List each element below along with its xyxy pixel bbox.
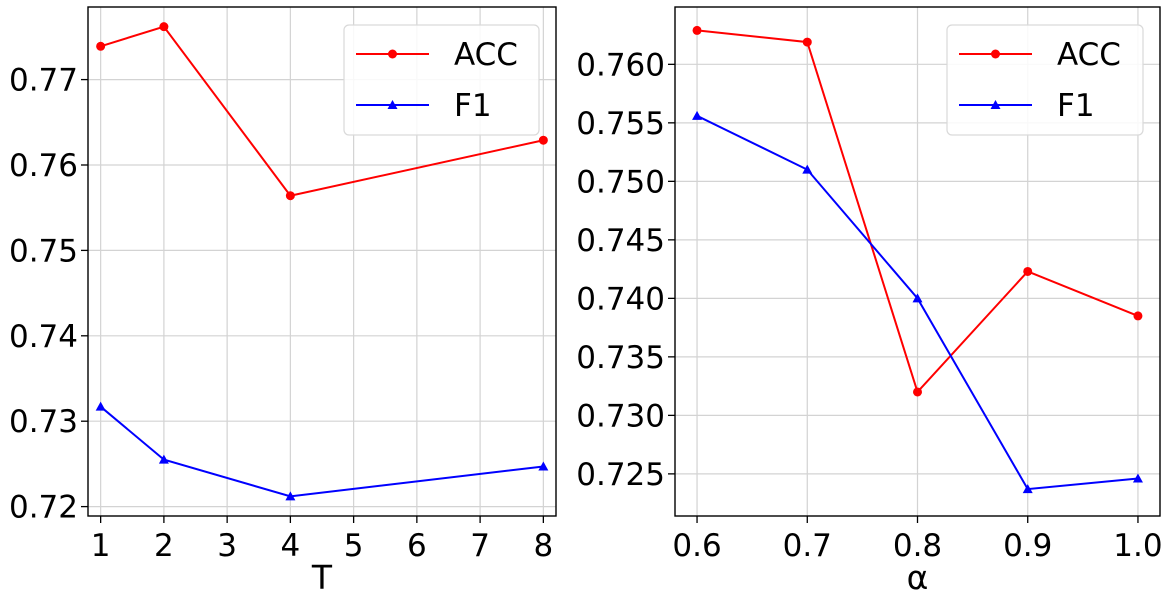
x-tick-label: 0.7 — [783, 528, 832, 564]
y-tick-label: 0.76 — [9, 148, 78, 184]
y-tick-label: 0.755 — [576, 106, 665, 142]
x-tick-label: 6 — [407, 528, 427, 564]
legend-label-f1: F1 — [1057, 88, 1095, 124]
y-tick-label: 0.730 — [576, 398, 665, 434]
legend-marker-f1 — [990, 100, 1001, 109]
x-axis-title: α — [907, 558, 929, 597]
data-point-acc — [96, 41, 106, 51]
y-tick-label: 0.745 — [576, 223, 665, 259]
data-point-acc — [913, 387, 922, 397]
y-tick-label: 0.725 — [576, 457, 665, 493]
y-tick-label: 0.77 — [9, 63, 78, 99]
x-tick-label: 0.6 — [672, 528, 721, 564]
data-point-f1 — [692, 110, 703, 120]
plot-frame — [674, 6, 1161, 517]
chart-panel-1: 0.72 0.73 0.74 0.75 0.76 0.77 1 2 3 4 5 6 7 8 T ACC F1 — [9, 6, 557, 597]
y-tick-label: 0.72 — [9, 490, 78, 526]
x-tick-label: 0.9 — [1003, 528, 1052, 564]
y-tick-label: 0.73 — [9, 404, 78, 440]
y-tick-label: 0.74 — [9, 319, 78, 355]
legend-label-acc: ACC — [454, 37, 518, 73]
data-point-f1 — [912, 293, 923, 303]
data-point-acc — [159, 22, 169, 32]
x-tick-label: 8 — [533, 528, 553, 564]
data-point-acc — [538, 135, 548, 145]
legend-marker-acc — [991, 49, 1000, 59]
data-point-f1 — [285, 491, 296, 501]
series-line-f1 — [100, 405, 544, 498]
x-tick-label: 0.8 — [893, 528, 942, 564]
y-tick-label: 0.740 — [576, 281, 665, 317]
x-axis-title: T — [311, 558, 333, 597]
x-tick-label: 4 — [281, 528, 301, 564]
data-point-f1 — [95, 401, 106, 411]
chart-panel-2: 0.725 0.730 0.735 0.740 0.745 0.750 0.755 0.760… — [576, 6, 1163, 597]
data-point-acc — [802, 37, 812, 47]
series-line-acc — [100, 25, 544, 197]
x-tick-label: 3 — [217, 528, 237, 564]
data-point-acc — [1023, 266, 1033, 276]
x-tick-label: 1 — [91, 528, 111, 564]
y-tick-label: 0.760 — [576, 47, 665, 83]
data-point-f1 — [1022, 484, 1033, 494]
data-point-f1 — [1132, 473, 1143, 483]
legend-label-f1: F1 — [454, 88, 492, 124]
legend-label-acc: ACC — [1057, 37, 1121, 73]
x-tick-label: 7 — [470, 528, 490, 564]
y-tick-label: 0.750 — [576, 164, 665, 200]
data-point-f1 — [802, 164, 813, 174]
y-tick-label: 0.735 — [576, 340, 665, 376]
x-tick-label: 5 — [344, 528, 364, 564]
plot-frame — [87, 6, 557, 517]
data-point-f1 — [158, 454, 169, 464]
legend-marker-acc — [388, 49, 397, 59]
data-point-acc — [692, 25, 702, 35]
data-point-f1 — [538, 461, 549, 471]
data-point-acc — [1133, 311, 1143, 321]
x-tick-label: 2 — [154, 528, 174, 564]
y-tick-label: 0.75 — [9, 233, 78, 269]
x-tick-label: 1.0 — [1113, 528, 1162, 564]
data-point-acc — [285, 191, 295, 201]
legend-marker-f1 — [387, 100, 398, 109]
